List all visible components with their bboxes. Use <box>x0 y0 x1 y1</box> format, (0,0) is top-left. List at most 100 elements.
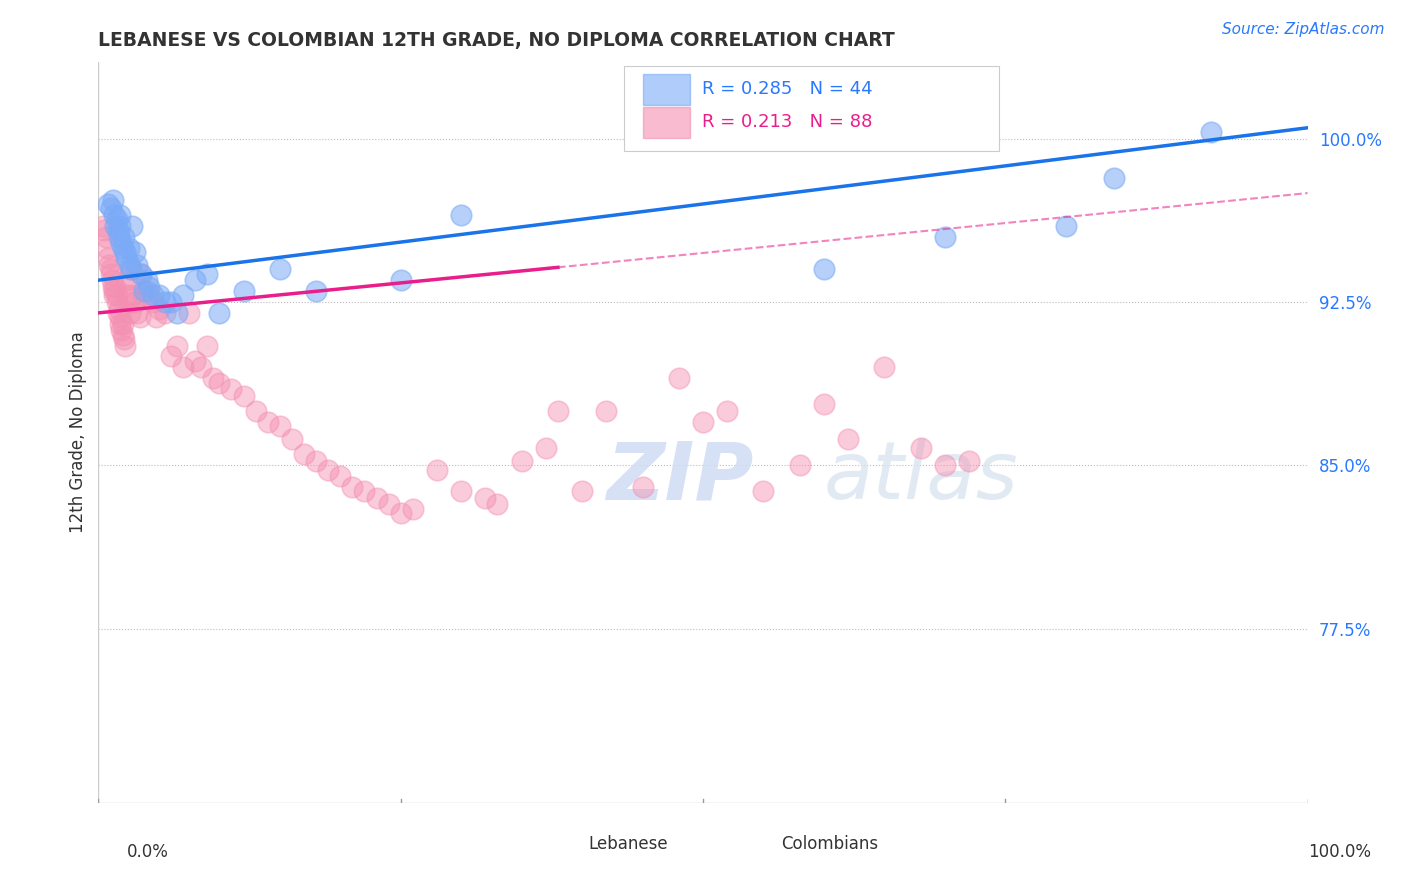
Point <box>142 288 165 302</box>
Point <box>94 229 117 244</box>
FancyBboxPatch shape <box>543 836 582 855</box>
Point <box>172 288 194 302</box>
FancyBboxPatch shape <box>643 73 690 104</box>
Point <box>97 252 120 266</box>
Point <box>98 258 121 272</box>
Point <box>91 219 114 233</box>
Point <box>813 262 835 277</box>
Point <box>166 306 188 320</box>
Point <box>108 229 131 244</box>
Text: 0.0%: 0.0% <box>127 843 169 861</box>
Point <box>292 447 315 461</box>
Point <box>108 301 131 316</box>
Point <box>100 202 122 216</box>
Text: R = 0.213   N = 88: R = 0.213 N = 88 <box>702 113 872 131</box>
Point <box>93 223 115 237</box>
Point <box>104 279 127 293</box>
Point <box>110 323 132 337</box>
Point <box>111 327 134 342</box>
Point <box>450 484 472 499</box>
Point <box>571 484 593 499</box>
Point <box>184 353 207 368</box>
Point <box>103 288 125 302</box>
Point <box>105 288 128 302</box>
Point <box>450 208 472 222</box>
Point <box>148 288 170 302</box>
Point <box>148 301 170 316</box>
Point <box>129 267 152 281</box>
Point <box>631 480 654 494</box>
Point <box>111 317 134 331</box>
Point <box>120 262 142 277</box>
FancyBboxPatch shape <box>737 836 776 855</box>
Point <box>1102 170 1125 185</box>
Point <box>105 212 128 227</box>
Point <box>184 273 207 287</box>
Point <box>135 284 157 298</box>
Point <box>426 462 449 476</box>
Point <box>129 267 152 281</box>
Point <box>127 258 149 272</box>
Text: R = 0.285   N = 44: R = 0.285 N = 44 <box>702 80 872 98</box>
Point <box>160 350 183 364</box>
Point <box>934 229 956 244</box>
Point <box>118 240 141 254</box>
Point <box>389 273 412 287</box>
Point <box>316 462 339 476</box>
Point <box>97 197 120 211</box>
Point <box>124 244 146 259</box>
Point <box>534 441 557 455</box>
Point <box>122 288 145 302</box>
Point <box>117 288 139 302</box>
Point <box>166 338 188 352</box>
Point <box>100 262 122 277</box>
Point <box>138 288 160 302</box>
Point <box>377 498 399 512</box>
Point <box>135 273 157 287</box>
Point <box>752 484 775 499</box>
Point <box>124 295 146 310</box>
Text: Lebanese: Lebanese <box>588 835 668 854</box>
Point <box>114 244 136 259</box>
Text: atlas: atlas <box>824 438 1019 516</box>
Point <box>256 415 278 429</box>
Point <box>103 284 125 298</box>
Point <box>402 501 425 516</box>
Point <box>353 484 375 499</box>
Text: 100.0%: 100.0% <box>1308 843 1371 861</box>
Point <box>190 360 212 375</box>
Point <box>108 310 131 325</box>
Point <box>910 441 932 455</box>
Y-axis label: 12th Grade, No Diploma: 12th Grade, No Diploma <box>69 332 87 533</box>
Point <box>153 306 176 320</box>
Point <box>100 273 122 287</box>
Point <box>179 306 201 320</box>
Point <box>160 295 183 310</box>
Text: Source: ZipAtlas.com: Source: ZipAtlas.com <box>1222 22 1385 37</box>
Point <box>118 258 141 272</box>
Point <box>195 267 218 281</box>
Point <box>118 295 141 310</box>
Point <box>142 295 165 310</box>
Point <box>100 267 122 281</box>
Point <box>114 338 136 352</box>
Point <box>329 469 352 483</box>
Point <box>128 310 150 325</box>
Point <box>1054 219 1077 233</box>
Point <box>118 306 141 320</box>
Point <box>208 376 231 390</box>
Point <box>115 252 138 266</box>
Point <box>305 284 328 298</box>
Point <box>595 404 617 418</box>
Point <box>145 310 167 325</box>
Point <box>208 306 231 320</box>
Point <box>121 273 143 287</box>
Point <box>96 240 118 254</box>
Point <box>134 284 156 298</box>
Point <box>132 288 155 302</box>
Point <box>112 229 135 244</box>
Point <box>107 223 129 237</box>
Point <box>1199 125 1222 139</box>
Text: ZIP: ZIP <box>606 438 754 516</box>
Point <box>221 382 243 396</box>
